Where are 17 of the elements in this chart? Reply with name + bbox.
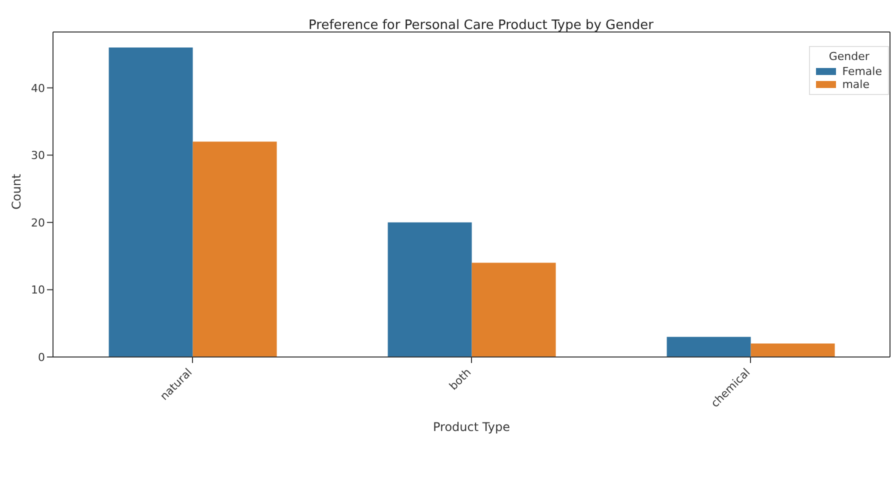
bar: [108, 47, 193, 357]
y-tick-label: 20: [31, 216, 45, 230]
y-tick-label: 40: [31, 82, 45, 95]
legend-label: male: [842, 78, 870, 91]
bar: [388, 222, 472, 357]
y-axis-title: Count: [9, 174, 24, 210]
y-tick-label: 10: [31, 284, 45, 297]
x-axis-title: Product Type: [433, 420, 510, 434]
bar: [472, 262, 556, 357]
legend-label: Female: [842, 65, 882, 78]
bar: [666, 336, 751, 357]
legend-title: Gender: [828, 50, 870, 63]
bar: [750, 344, 835, 357]
y-tick-label: 30: [31, 149, 45, 162]
chart-title: Preference for Personal Care Product Type by Gender: [308, 18, 654, 33]
y-tick-label: 0: [38, 350, 45, 364]
bar: [192, 142, 277, 357]
